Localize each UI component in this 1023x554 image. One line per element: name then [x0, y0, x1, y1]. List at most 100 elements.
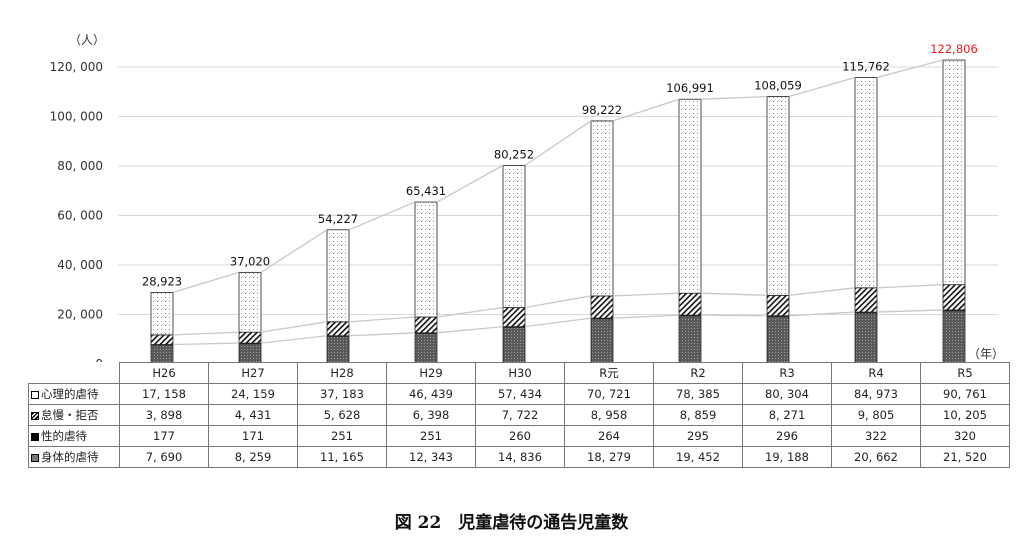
table-cell: 8, 859: [653, 404, 743, 426]
table-cell: 24, 159: [208, 383, 298, 405]
x-category-label: H27: [208, 362, 298, 384]
trend-line-segment: [172, 342, 240, 346]
table-cell: 260: [475, 425, 565, 447]
legend-swatch-icon: [31, 433, 39, 441]
x-category-label: R2: [653, 362, 743, 384]
total-data-label: 115,762: [842, 59, 890, 73]
bar-segment: [502, 326, 526, 362]
series-legend-label: 心理的虐待: [28, 383, 120, 405]
trend-line-segment: [348, 332, 416, 337]
bar-segment: [150, 334, 174, 345]
table-cell: 8, 271: [742, 404, 832, 426]
bar-segment: [942, 59, 966, 286]
bar-segment: [414, 201, 438, 318]
x-axis-unit: （年）: [968, 347, 1004, 361]
trend-lines: [172, 59, 944, 346]
table-cell: 7, 722: [475, 404, 565, 426]
bar-segment: [502, 307, 526, 328]
y-axis-unit: （人）: [69, 33, 105, 47]
trend-line-segment: [260, 321, 328, 333]
table-cell: 57, 434: [475, 383, 565, 405]
bar-segment: [326, 335, 350, 362]
x-category-label: H28: [297, 362, 387, 384]
table-cell: 295: [653, 425, 743, 447]
trend-line-segment: [524, 120, 592, 166]
gridlines: [118, 66, 998, 315]
x-category-label: R5: [920, 362, 1010, 384]
table-cell: 37, 183: [297, 383, 387, 405]
series-name: 心理的虐待: [41, 387, 99, 401]
x-category-label: H29: [386, 362, 476, 384]
bar-segment: [238, 331, 262, 344]
bar-segment: [678, 292, 702, 316]
table-cell: 322: [831, 425, 921, 447]
table-cell: 14, 836: [475, 446, 565, 468]
trend-line-segment: [260, 229, 328, 273]
table-cell: 6, 398: [386, 404, 476, 426]
figure-caption: 図 22 児童虐待の通告児童数: [394, 513, 629, 533]
table-cell: 5, 628: [297, 404, 387, 426]
table-cell: 70, 721: [564, 383, 654, 405]
legend-swatch-icon: [31, 412, 39, 420]
table-cell: 9, 805: [831, 404, 921, 426]
table-cell: 264: [564, 425, 654, 447]
table-cell: 19, 452: [653, 446, 743, 468]
bar-segment: [238, 343, 262, 362]
x-category-label: H30: [475, 362, 565, 384]
table-cell: 296: [742, 425, 832, 447]
total-data-label: 28,923: [142, 274, 182, 288]
trend-line-segment: [788, 76, 856, 98]
bar-segment: [766, 316, 790, 362]
table-cell: 8, 958: [564, 404, 654, 426]
total-data-label: 98,222: [582, 103, 622, 117]
bar-segment: [150, 344, 174, 362]
bar-segment: [590, 295, 614, 319]
total-labels: 28,923 37,020 54,227 65,431 80,252 98,222 106,…: [142, 42, 978, 288]
total-data-label: 65,431: [406, 184, 446, 198]
table-cell: 177: [119, 425, 209, 447]
total-data-label: 80,252: [494, 147, 534, 161]
y-tick-label: 80, 000: [57, 159, 103, 173]
y-tick-label: 120, 000: [50, 60, 103, 74]
total-data-label: 54,227: [318, 212, 358, 226]
legend-swatch-icon: [31, 454, 39, 462]
trend-line-segment: [348, 316, 416, 323]
trend-line-segment: [876, 309, 944, 313]
bar-segment: [414, 316, 438, 334]
trend-line-segment: [612, 314, 680, 319]
total-data-label: 37,020: [230, 254, 270, 268]
bar-segment: [766, 96, 790, 296]
table-cell: 320: [920, 425, 1010, 447]
bar-segment: [414, 333, 438, 362]
trend-line-segment: [788, 311, 856, 317]
trend-line-segment: [612, 292, 680, 297]
legend-swatch-icon: [31, 391, 39, 399]
trend-line-segment: [612, 98, 680, 122]
table-header-row: H26 H27 H28 H29 H30 R元 R2 R3 R4 R5: [28, 362, 1010, 384]
table-cell: 78, 385: [653, 383, 743, 405]
trend-line-segment: [172, 331, 240, 336]
x-category-label: R4: [831, 362, 921, 384]
table-cell: 4, 431: [208, 404, 298, 426]
bar-segment: [678, 315, 702, 362]
table-cell: 17, 158: [119, 383, 209, 405]
y-tick-label: 40, 000: [57, 258, 103, 272]
y-tick-label: 0: [95, 357, 103, 362]
bar-segment: [942, 284, 966, 311]
total-data-label: 106,991: [666, 81, 714, 95]
table-row: 身体的虐待 7, 690 8, 259 11, 165 12, 343 14, 836 18…: [28, 446, 1010, 468]
bar-segment: [942, 310, 966, 362]
series-name: 身体的虐待: [41, 450, 99, 464]
trend-line-segment: [436, 164, 504, 203]
table-row: 怠慢・拒否 3, 898 4, 431 5, 628 6, 398 7, 722 8, 95…: [28, 404, 1010, 426]
bar-segment: [854, 77, 878, 289]
table-row: 心理的虐待 17, 158 24, 159 37, 183 46, 439 57, 434…: [28, 383, 1010, 405]
series-legend-label: 身体的虐待: [28, 446, 120, 468]
bar-segment: [326, 321, 350, 337]
series-name: 性的虐待: [41, 429, 87, 443]
table-cell: 251: [386, 425, 476, 447]
bar-segment: [678, 98, 702, 294]
table-cell: 8, 259: [208, 446, 298, 468]
y-tick-label: 100, 000: [50, 110, 103, 124]
data-table: H26 H27 H28 H29 H30 R元 R2 R3 R4 R5 心理的虐待 17, 158 24,…: [28, 362, 1010, 468]
